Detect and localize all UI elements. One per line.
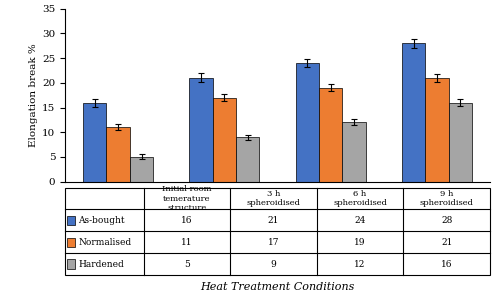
Bar: [402, 43, 425, 182]
Bar: [342, 122, 365, 182]
Bar: [83, 103, 106, 182]
Bar: [212, 98, 236, 182]
Text: 16: 16: [181, 216, 192, 225]
Text: 9: 9: [270, 260, 276, 269]
Bar: [425, 78, 448, 182]
Text: 12: 12: [354, 260, 366, 269]
Text: Hardened: Hardened: [78, 260, 124, 269]
Bar: [67, 216, 75, 225]
Bar: [130, 157, 153, 182]
Y-axis label: Elongation break %: Elongation break %: [29, 43, 38, 147]
Text: 24: 24: [354, 216, 366, 225]
Bar: [67, 238, 75, 247]
Text: Initial room
temerature
structure: Initial room temerature structure: [162, 185, 212, 212]
Text: 28: 28: [441, 216, 452, 225]
Text: 6 h
spheroidised: 6 h spheroidised: [333, 190, 387, 207]
Bar: [67, 260, 75, 269]
Bar: [236, 137, 260, 182]
Text: 9 h
spheroidised: 9 h spheroidised: [420, 190, 474, 207]
Text: As-bought: As-bought: [78, 216, 125, 225]
Text: 17: 17: [268, 238, 280, 247]
Text: 21: 21: [441, 238, 452, 247]
Text: Normalised: Normalised: [78, 238, 132, 247]
Text: 19: 19: [354, 238, 366, 247]
Bar: [296, 63, 319, 182]
Bar: [319, 88, 342, 182]
Text: 21: 21: [268, 216, 279, 225]
Text: 5: 5: [184, 260, 190, 269]
Bar: [106, 127, 130, 182]
Text: 3 h
spheroidised: 3 h spheroidised: [246, 190, 300, 207]
Text: Heat Treatment Conditions: Heat Treatment Conditions: [200, 282, 354, 292]
Text: 16: 16: [441, 260, 452, 269]
Bar: [448, 103, 472, 182]
Bar: [190, 78, 212, 182]
Text: 11: 11: [181, 238, 192, 247]
